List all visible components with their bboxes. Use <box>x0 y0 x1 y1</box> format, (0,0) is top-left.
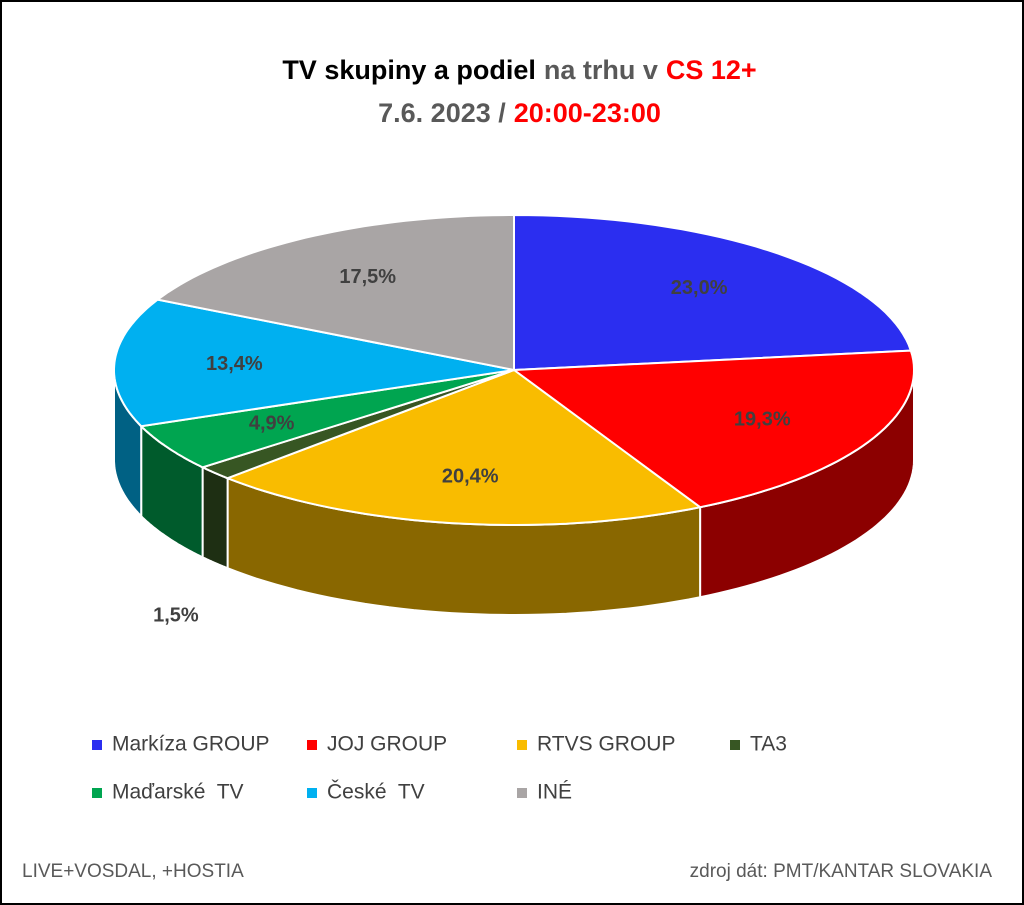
legend-marker <box>92 788 102 798</box>
legend-marker <box>517 788 527 798</box>
title-part: na trhu v <box>544 55 658 85</box>
slice <box>224 368 703 527</box>
data-label: 17,5% <box>339 266 396 288</box>
legend-label: Markíza GROUP <box>112 733 270 756</box>
chart-title: TV skupiny a podiel na trhu v CS 12+ <box>245 55 779 85</box>
pie: 23,0% 19,3% 20,4% 1,5% 4,9% 13,4% 17,5% <box>113 213 916 627</box>
legend-marker <box>517 740 527 750</box>
data-label: 19,3% <box>734 408 791 430</box>
legend-label: RTVS GROUP <box>537 733 675 756</box>
slice <box>513 213 913 372</box>
legend-marker <box>730 740 740 750</box>
legend-marker <box>307 788 317 798</box>
legend-label: Maďarské TV <box>112 781 244 804</box>
data-label: 4,9% <box>249 413 295 435</box>
slice <box>199 369 515 480</box>
legend-marker <box>307 740 317 750</box>
slice <box>511 349 916 509</box>
chart-subtitle: 7.6. 2023 / 20:00-23:00 <box>341 98 684 128</box>
slice <box>113 298 515 428</box>
legend-label: České TV <box>327 781 425 804</box>
title-part: CS 12+ <box>666 55 757 85</box>
data-label: 20,4% <box>442 465 499 487</box>
data-label: 1,5% <box>153 605 199 627</box>
data-label: 13,4% <box>206 353 263 375</box>
legend-marker <box>92 740 102 750</box>
slice-side <box>201 465 229 570</box>
footnote: LIVE+VOSDAL, +HOSTIA <box>22 861 244 882</box>
legend-label: INÉ <box>537 781 572 804</box>
slice <box>139 369 515 469</box>
title-part: TV skupiny a podiel <box>282 55 536 85</box>
data-label: 23,0% <box>671 277 728 299</box>
subtitle-part: 7.6. 2023 / <box>378 98 506 128</box>
legend-label: JOJ GROUP <box>327 733 447 756</box>
subtitle-part: 20:00-23:00 <box>514 98 661 128</box>
legend-label: TA3 <box>750 733 787 756</box>
slice <box>155 213 515 372</box>
legend: Markíza GROUP JOJ GROUP RTVS GROUP TA3 Maďar… <box>92 733 787 804</box>
source: zdroj dát: PMT/KANTAR SLOVAKIA <box>690 861 993 882</box>
